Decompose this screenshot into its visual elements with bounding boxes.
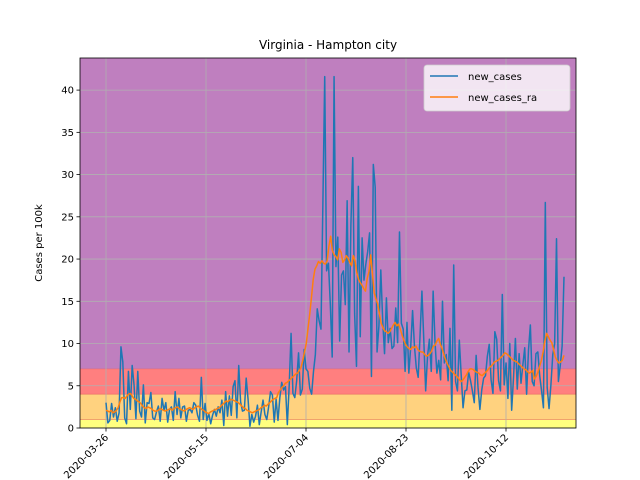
plot-frame [79,57,577,429]
x-tick-label: 2020-03-26 [62,432,111,480]
band-1 [80,394,576,420]
y-axis-label: Cases per 100k [34,204,45,282]
x-tick-label: 2020-05-15 [162,432,211,480]
series-line-new-cases-ra [105,235,565,415]
band-0 [80,419,576,428]
band-2 [80,368,576,395]
legend-label-new-cases-ra: new_cases_ra [468,93,537,104]
x-axis: 2020-03-26 2020-05-15 2020-07-04 2020-08-23… [62,428,511,480]
y-tick-label: 35 [61,128,74,139]
legend-box [423,64,571,112]
chart-title: Virginia - Hampton city [259,38,397,52]
y-tick-label: 40 [61,86,74,97]
y-tick-label: 25 [61,212,74,223]
y-tick-label: 10 [61,339,74,350]
legend-label-new-cases: new_cases [468,72,522,83]
y-tick-label: 15 [61,297,74,308]
y-tick-label: 5 [68,381,74,392]
x-tick-label: 2020-08-23 [362,432,411,480]
risk-bands [80,58,576,428]
x-tick-label: 2020-10-12 [462,432,511,480]
y-tick-label: 20 [61,255,74,266]
y-axis: 0 5 10 15 20 25 30 35 40 [61,86,80,435]
legend: new_cases new_cases_ra [423,64,571,112]
grid [80,58,576,429]
series-layer [105,75,565,428]
series-line-new-cases [105,75,565,428]
y-tick-label: 0 [68,424,74,435]
y-tick-label: 30 [61,170,74,181]
x-tick-label: 2020-07-04 [262,432,311,480]
